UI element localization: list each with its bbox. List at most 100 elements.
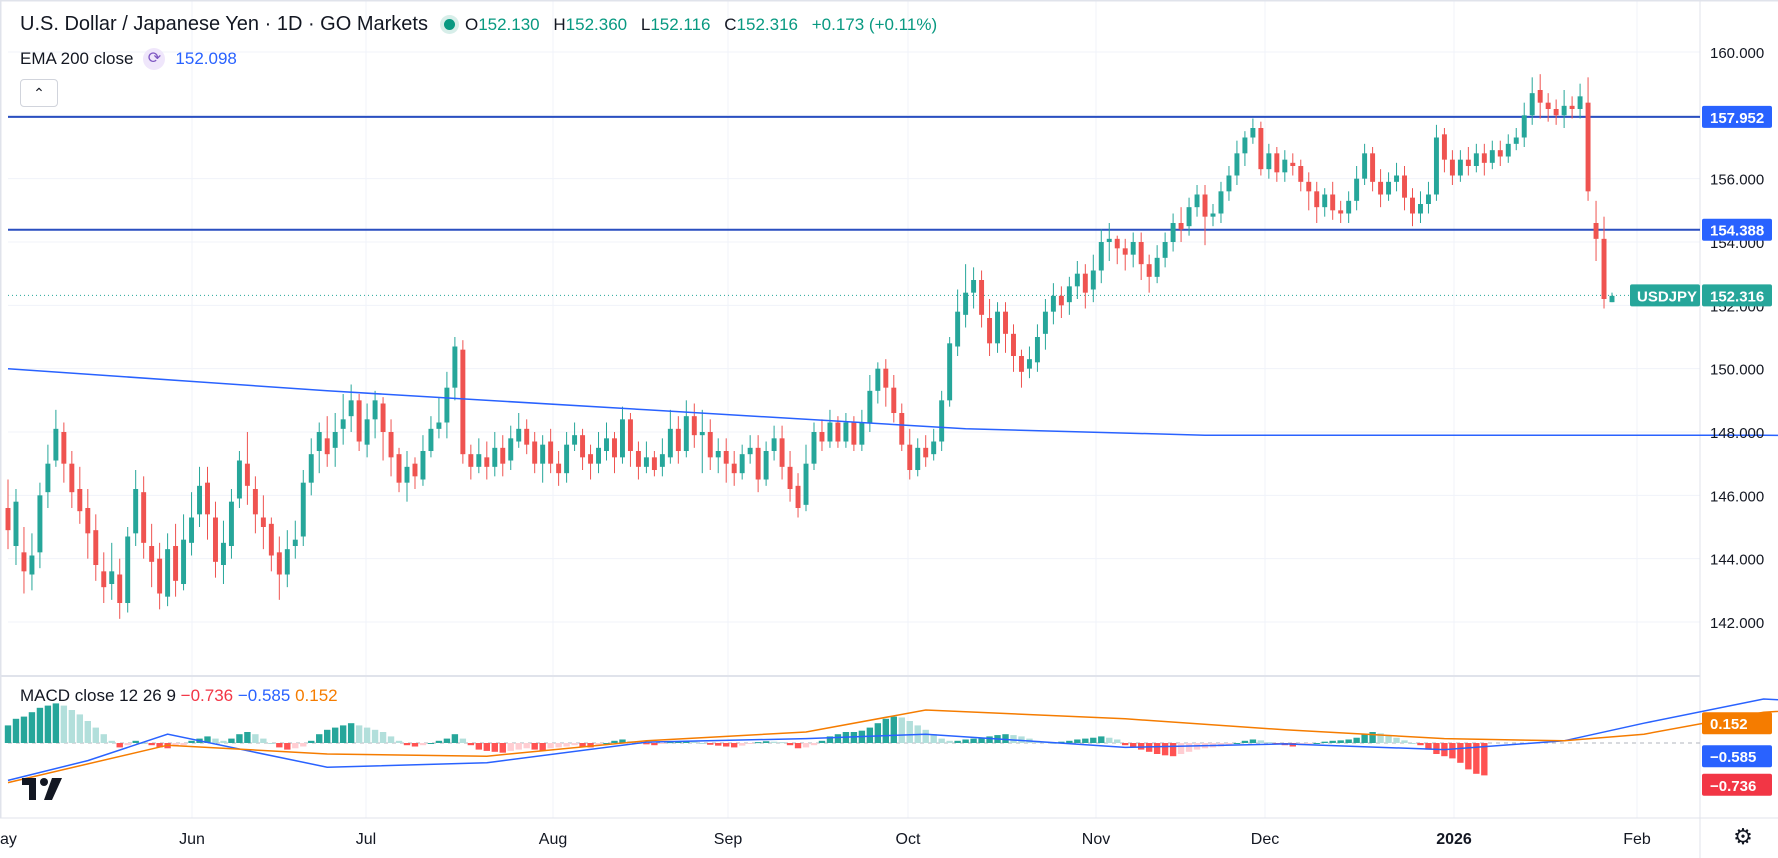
candle: [29, 533, 35, 591]
macd-histogram-bar: [834, 734, 842, 743]
candle-body: [1465, 159, 1471, 167]
macd-legend[interactable]: MACD close 12 26 9 −0.736 −0.585 0.152: [20, 686, 338, 706]
candle-body: [1338, 210, 1344, 214]
candle-body: [1194, 194, 1200, 208]
candle-body: [460, 349, 466, 455]
candle-body: [165, 549, 171, 597]
candle: [1098, 229, 1104, 284]
candle: [715, 438, 721, 474]
macd-histogram-bar: [483, 743, 490, 751]
candle-body: [875, 368, 881, 391]
candle: [843, 413, 849, 448]
macd-histogram-bar: [1417, 743, 1424, 746]
candle-body: [181, 539, 187, 585]
macd-histogram-bar: [707, 743, 714, 745]
candle: [963, 264, 969, 328]
macd-histogram-bar: [762, 741, 770, 743]
macd-histogram-bar: [1082, 738, 1089, 743]
macd-histogram-bar: [1169, 743, 1177, 757]
candle: [1505, 134, 1511, 163]
candle: [1138, 232, 1144, 281]
symbol-tag-bg: [1630, 284, 1700, 307]
macd-histogram-bar: [898, 717, 905, 743]
macd-histogram-bar: [92, 727, 99, 743]
macd-histogram-bar: [236, 734, 243, 743]
candle-body: [380, 403, 386, 433]
candle: [1090, 254, 1096, 303]
candle-body: [771, 438, 777, 452]
candle-body: [1497, 150, 1503, 157]
candle-body: [811, 432, 817, 464]
candle-body: [691, 416, 697, 436]
macd-histogram-bar: [906, 721, 913, 743]
candle-body: [1569, 105, 1575, 110]
macd-histogram-bar: [475, 743, 483, 750]
candle: [324, 416, 330, 467]
candle-body: [1394, 175, 1400, 182]
macd-histogram-bar: [308, 740, 315, 743]
macd-hist-tag-text: −0.736: [1710, 778, 1756, 795]
macd-histogram-bar: [1106, 737, 1113, 743]
macd-histogram-bar: [818, 740, 826, 743]
macd-histogram-bar: [1098, 736, 1105, 743]
candle: [1170, 213, 1176, 252]
macd-histogram-bar: [1177, 743, 1185, 754]
gear-icon[interactable]: ⚙: [1733, 824, 1753, 849]
macd-histogram-bar: [882, 718, 890, 743]
line2-price-tag-bg: [1702, 218, 1772, 241]
macd-line-value: −0.585: [237, 686, 291, 705]
candle-body: [1354, 178, 1360, 201]
candle-body: [37, 495, 43, 553]
candle: [1513, 128, 1519, 151]
candle: [1585, 77, 1591, 201]
macd-histogram-bar: [1353, 737, 1360, 743]
macd-histogram-bar: [778, 742, 786, 744]
candle: [141, 476, 147, 559]
candle: [787, 451, 793, 502]
macd-histogram-bar: [659, 743, 666, 744]
macd-histogram-bar: [284, 743, 291, 750]
ema-200-line: [7, 367, 1778, 437]
candle-body: [1425, 194, 1431, 205]
macd-histogram-bar: [579, 743, 586, 747]
macd-histogram-bar: [1465, 743, 1472, 770]
macd-histogram-bar: [1401, 740, 1408, 743]
macd-histogram-bar: [563, 743, 570, 747]
last-price-tag-bg: [1702, 284, 1772, 307]
collapse-legend-button[interactable]: ⌃: [20, 79, 58, 107]
candle-body: [157, 558, 163, 594]
candle: [1569, 96, 1575, 119]
candle: [707, 419, 713, 471]
candle: [548, 428, 554, 474]
candle-body: [1529, 93, 1535, 116]
candle-body: [476, 454, 482, 467]
refresh-icon[interactable]: ⟳: [143, 48, 166, 70]
candle-body: [532, 441, 538, 464]
candle: [1186, 197, 1192, 236]
candle: [380, 397, 386, 461]
candle: [1410, 188, 1415, 227]
macd-histogram-bar: [1225, 743, 1233, 746]
candle: [979, 270, 985, 328]
line1-price-tag-bg: [1702, 105, 1772, 128]
macd-histogram-bar: [699, 743, 706, 744]
macd-histogram-bar: [1473, 743, 1480, 774]
symbol-tag-text: USDJPY: [1637, 288, 1697, 305]
macd-histogram-bar: [1369, 732, 1376, 743]
macd-histogram-bar: [1321, 741, 1328, 743]
macd-histogram-bar: [1377, 733, 1384, 743]
macd-line-tag-bg: [1702, 745, 1772, 768]
ema-legend[interactable]: EMA 200 close ⟳ 152.098: [20, 48, 237, 70]
symbol-title[interactable]: U.S. Dollar / Japanese Yen · 1D · GO Mar…: [20, 13, 428, 35]
candle: [1601, 216, 1607, 309]
tradingview-logo-icon[interactable]: [20, 774, 70, 802]
macd-histogram-bar: [922, 729, 929, 743]
candle: [37, 482, 43, 569]
line2-price-tag-text: 154.388: [1710, 223, 1764, 240]
macd-histogram-bar: [826, 736, 834, 743]
candle: [667, 409, 673, 464]
candle-body: [189, 517, 195, 543]
candle-body: [85, 508, 91, 534]
time-axis-label: ay: [0, 831, 17, 848]
